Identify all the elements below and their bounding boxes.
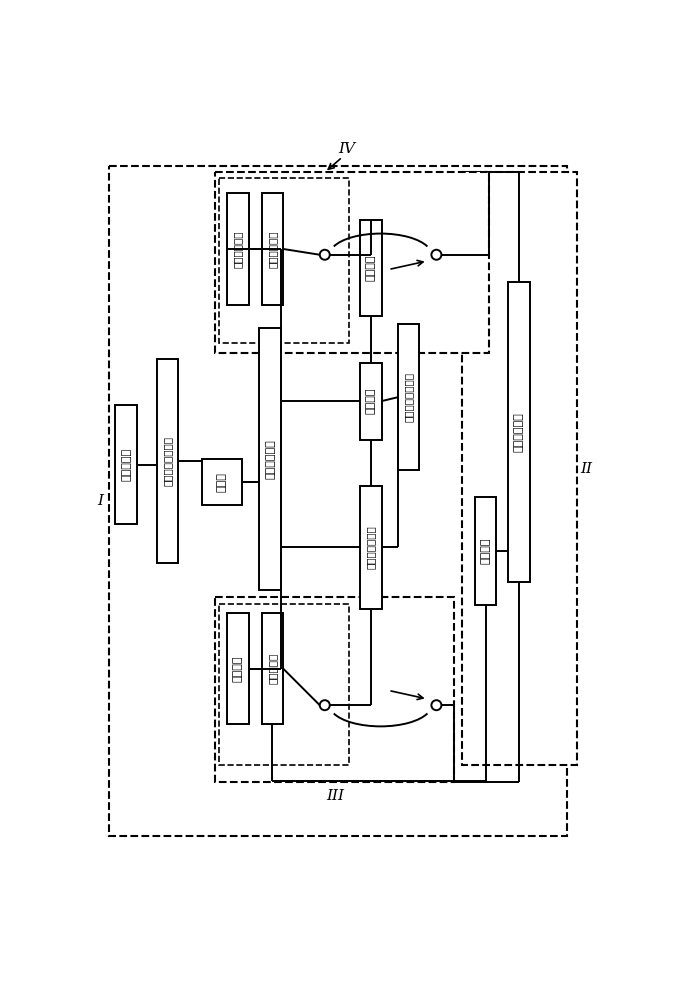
Text: 主控制电路板: 主控制电路板 (265, 439, 275, 479)
Text: I: I (97, 494, 103, 508)
Bar (215, 172, 489, 353)
Bar (475, 497, 497, 605)
Bar (115, 405, 137, 524)
Text: IV: IV (338, 142, 355, 156)
Bar (109, 166, 567, 836)
Bar (462, 172, 577, 765)
Circle shape (431, 250, 441, 260)
Bar (202, 459, 242, 505)
Text: 变压器: 变压器 (217, 472, 227, 492)
Text: 应急电源: 应急电源 (481, 538, 491, 564)
Circle shape (320, 250, 330, 260)
Text: 摄像单元: 摄像单元 (366, 255, 376, 281)
Circle shape (320, 700, 330, 710)
Bar (360, 363, 382, 440)
Bar (259, 328, 281, 590)
Bar (227, 193, 248, 305)
Text: 信号单元: 信号单元 (366, 388, 376, 414)
Text: 提示单元: 提示单元 (233, 655, 243, 682)
Bar (262, 613, 284, 724)
Bar (219, 178, 350, 343)
Bar (360, 486, 382, 609)
Circle shape (431, 700, 441, 710)
Bar (227, 613, 248, 724)
Text: II: II (580, 462, 593, 476)
Text: 行人操作单元: 行人操作单元 (267, 230, 277, 268)
Text: 非机动车控制单元: 非机动车控制单元 (404, 372, 414, 422)
Text: III: III (326, 789, 344, 803)
Text: 倒计时单元: 倒计时单元 (267, 653, 277, 684)
Bar (508, 282, 530, 582)
Bar (215, 597, 454, 782)
Bar (157, 359, 178, 563)
Text: 副控制电路板: 副控制电路板 (514, 412, 524, 452)
Bar (219, 604, 350, 765)
Text: 主供电电源接线板: 主供电电源接线板 (163, 436, 173, 486)
Text: 主能源供应: 主能源供应 (121, 448, 131, 481)
Text: 地感线圈单元: 地感线圈单元 (233, 230, 243, 268)
Bar (360, 220, 382, 316)
Text: 机动车控制单元: 机动车控制单元 (366, 525, 376, 569)
Bar (398, 324, 419, 470)
Bar (262, 193, 284, 305)
